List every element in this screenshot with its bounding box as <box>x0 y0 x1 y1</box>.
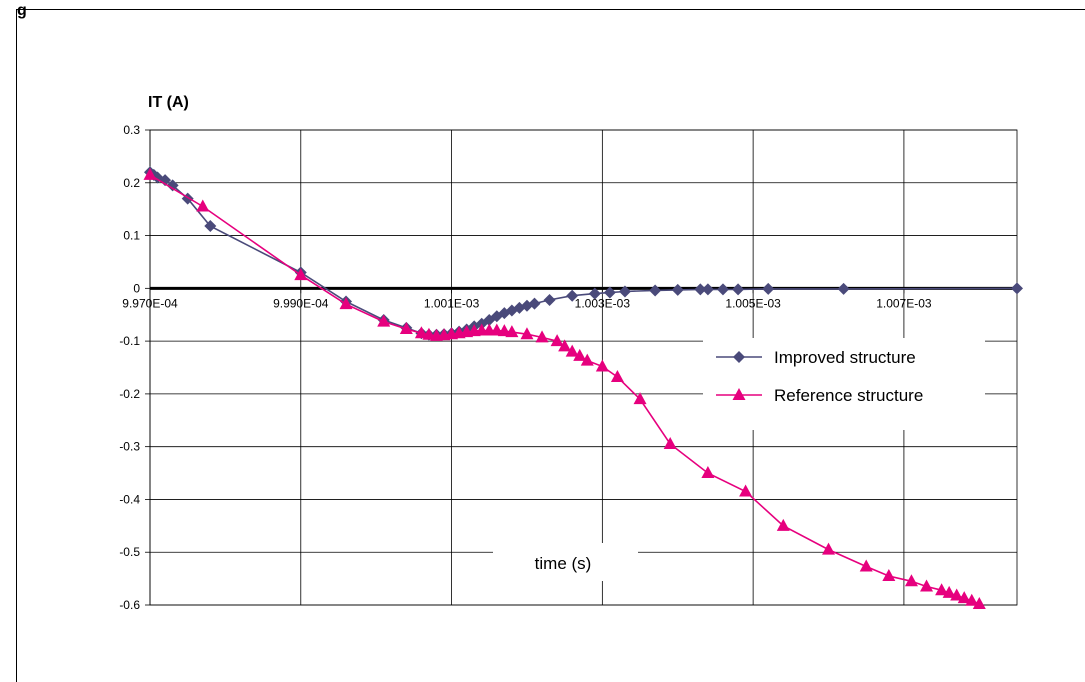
figure-frame: g <box>16 2 1085 682</box>
data-point <box>618 285 631 298</box>
data-point <box>573 348 587 361</box>
x-axis-title: time (s) <box>535 554 592 573</box>
data-point <box>837 282 850 295</box>
figure-label: g <box>17 2 27 19</box>
data-point <box>580 353 594 366</box>
data-point <box>603 286 616 299</box>
data-point <box>558 339 572 352</box>
legend-label: Improved structure <box>774 348 916 367</box>
data-point <box>935 583 949 596</box>
data-point <box>528 297 541 310</box>
y-tick-label: 0.3 <box>123 123 140 137</box>
data-point <box>1011 282 1023 295</box>
axis-titles: IT (A) time (s) <box>148 94 638 581</box>
data-point <box>204 220 217 233</box>
data-point <box>399 321 413 334</box>
data-point <box>565 344 579 357</box>
data-point <box>143 167 157 180</box>
data-point <box>904 574 918 587</box>
x-tick-label: 1.005E-03 <box>725 296 781 310</box>
data-point <box>377 314 391 327</box>
y-tick-label: 0.2 <box>123 176 140 190</box>
y-tick-label: -0.5 <box>119 545 140 559</box>
data-point <box>414 326 428 339</box>
legend-marker <box>732 388 746 400</box>
data-point <box>732 283 745 296</box>
x-tick-label: 1.007E-03 <box>876 296 932 310</box>
data-point <box>859 559 873 572</box>
data-point <box>566 289 579 302</box>
data-point <box>822 542 836 555</box>
x-tick-label: 1.001E-03 <box>424 296 480 310</box>
data-point <box>633 392 647 405</box>
series-reference <box>143 167 986 609</box>
data-point <box>535 330 549 343</box>
data-point <box>716 283 729 296</box>
data-point <box>520 327 534 340</box>
data-point <box>505 325 519 338</box>
y-tick-label: -0.4 <box>119 492 140 506</box>
series-layer <box>143 166 1023 609</box>
series-improved <box>144 166 1023 341</box>
data-point <box>663 437 677 450</box>
series-line <box>149 171 1018 336</box>
legend-marker <box>733 351 745 363</box>
data-point <box>339 297 353 310</box>
data-point <box>649 284 662 297</box>
data-point <box>588 287 601 300</box>
data-point <box>882 568 896 581</box>
y-tick-label: -0.3 <box>119 440 140 454</box>
tick-labels: 0.3 0.2 0.1 0 -0.1 -0.2 -0.3 -0.4 -0.5 -0.6 9.970E… <box>119 123 932 612</box>
data-point <box>942 585 956 598</box>
x-tick-label: 9.970E-04 <box>122 296 178 310</box>
data-point <box>196 199 210 212</box>
y-axis-title: IT (A) <box>148 94 189 111</box>
data-point <box>543 293 556 306</box>
y-tick-label: -0.6 <box>119 598 140 612</box>
legend-box <box>703 338 985 430</box>
data-point <box>972 596 986 609</box>
data-point <box>159 174 172 187</box>
data-point <box>776 518 790 531</box>
data-point <box>965 593 979 606</box>
y-tick-label: -0.2 <box>119 387 140 401</box>
y-tick-label: 0.1 <box>123 229 140 243</box>
x-title-bg <box>493 543 638 581</box>
legend: Improved structure Reference structure <box>703 338 985 430</box>
y-tick-label: -0.1 <box>119 334 140 348</box>
data-point <box>957 591 971 604</box>
data-point <box>701 466 715 479</box>
data-point <box>166 179 179 192</box>
data-point <box>595 359 609 372</box>
x-tick-label: 1.003E-03 <box>575 296 631 310</box>
data-point <box>671 283 684 296</box>
data-point <box>694 283 707 296</box>
y-tick-label: 0 <box>133 281 140 295</box>
data-point <box>920 579 934 592</box>
data-point <box>550 334 564 347</box>
data-point <box>739 484 753 497</box>
x-tick-label: 9.990E-04 <box>273 296 329 310</box>
data-point <box>294 268 308 281</box>
legend-label: Reference structure <box>774 386 923 405</box>
data-point <box>610 370 624 382</box>
data-point <box>762 282 775 295</box>
data-point <box>950 588 964 601</box>
data-point <box>701 283 714 296</box>
